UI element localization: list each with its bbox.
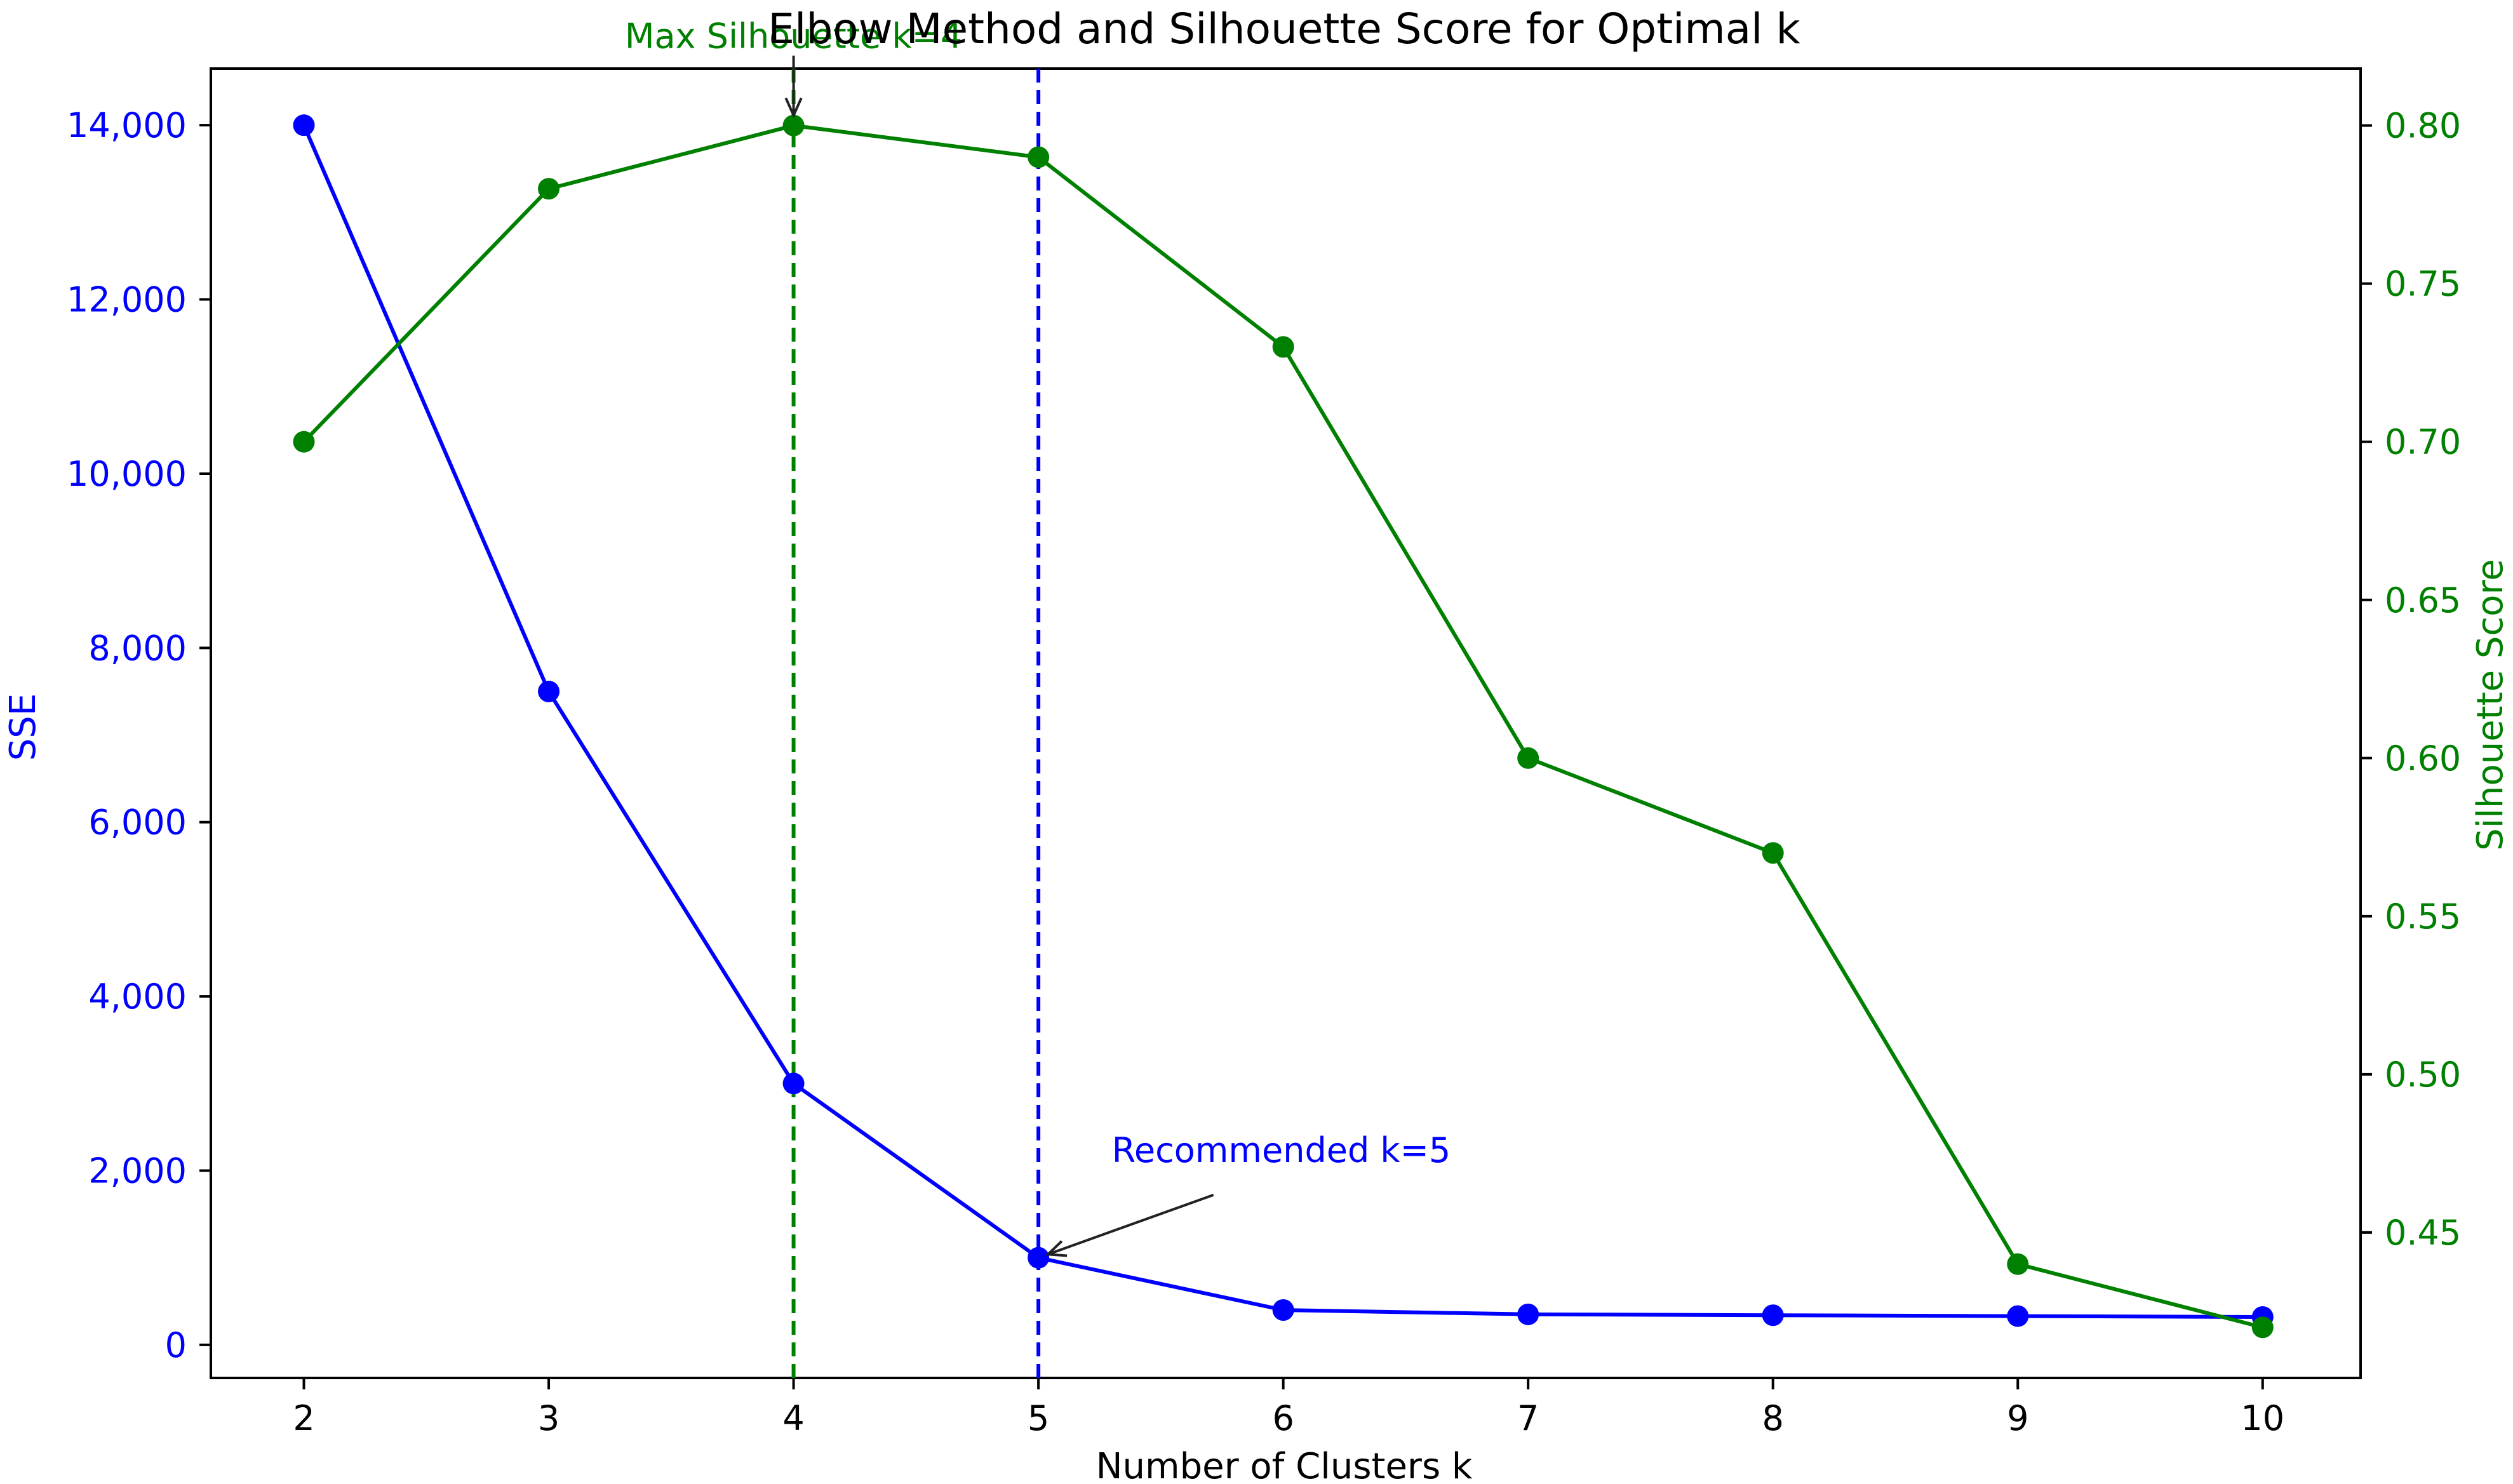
silhouette-score-point <box>1272 336 1294 358</box>
y-right-tick-label: 0.55 <box>2385 897 2461 937</box>
sse-point <box>1028 1247 1050 1269</box>
y-left-tick-label: 14,000 <box>67 105 187 145</box>
annotation-arrowhead <box>1045 1240 1068 1257</box>
annotation-text: Max Silhouette k=4 <box>625 17 962 57</box>
silhouette-score-point <box>293 431 315 453</box>
y-axis-left: 0 2,000 4,000 6,000 8,000 10,000 12,000 14,000 <box>67 105 211 1365</box>
chart-title: Elbow Method and Silhouette Score for Op… <box>768 4 1800 53</box>
y-left-tick-label: 8,000 <box>88 628 187 668</box>
y-right-tick-label: 0.45 <box>2385 1213 2461 1253</box>
sse-point <box>782 1073 805 1095</box>
x-axis: 2 3 4 5 6 7 8 9 10 <box>293 1378 2284 1438</box>
y-right-tick-label: 0.65 <box>2385 580 2461 620</box>
silhouette-score-point <box>1517 747 1539 769</box>
silhouette-score-point <box>1762 842 1784 864</box>
silhouette-score-point <box>2007 1253 2029 1275</box>
vertical-reference-lines <box>791 69 1041 1378</box>
sse-point <box>1762 1304 1784 1327</box>
y-right-tick-label: 0.80 <box>2385 106 2461 146</box>
silhouette-score-point <box>1028 146 1050 168</box>
annotations-layer: Max Silhouette k=4 Recommended k=5 <box>625 17 1451 1257</box>
x-tick-label: 8 <box>1762 1398 1784 1438</box>
sse-point <box>293 114 315 137</box>
y-right-tick-label: 0.60 <box>2385 739 2461 779</box>
x-tick-label: 6 <box>1272 1398 1294 1438</box>
series-layer <box>293 114 2274 1339</box>
sse-point <box>1272 1299 1294 1321</box>
y-left-tick-label: 0 <box>165 1325 187 1365</box>
annotation-arrowhead <box>784 97 803 119</box>
y-right-tick-label: 0.75 <box>2385 264 2461 304</box>
x-tick-label: 5 <box>1028 1398 1049 1438</box>
y-left-tick-label: 12,000 <box>67 280 187 320</box>
x-tick-label: 10 <box>2241 1398 2284 1438</box>
plot-area-border <box>210 67 2362 1379</box>
x-tick-label: 2 <box>293 1398 314 1438</box>
x-tick-label: 4 <box>782 1398 804 1438</box>
x-tick-label: 9 <box>2007 1398 2028 1438</box>
y-right-tick-label: 0.70 <box>2385 422 2461 462</box>
y-axis-right: 0.45 0.50 0.55 0.60 0.65 0.70 0.75 0.80 <box>2361 106 2461 1253</box>
sse-point <box>2007 1305 2029 1327</box>
x-axis-label: Number of Clusters k <box>1096 1446 1473 1484</box>
annotation-text: Recommended k=5 <box>1112 1130 1451 1170</box>
y-left-tick-label: 6,000 <box>88 803 187 843</box>
x-tick-label: 7 <box>1517 1398 1539 1438</box>
plot-frame <box>210 67 2362 1379</box>
annotation-arrow <box>1047 1193 1214 1256</box>
x-tick-label: 3 <box>538 1398 560 1438</box>
y-right-tick-label: 0.50 <box>2385 1055 2461 1095</box>
sse-point <box>538 680 560 702</box>
silhouette-score-point <box>782 114 805 137</box>
y-left-tick-label: 2,000 <box>88 1151 187 1191</box>
y-left-tick-label: 10,000 <box>67 454 187 494</box>
y-axis-left-label: SSE <box>3 693 44 761</box>
silhouette-score-point <box>2251 1316 2274 1339</box>
y-left-tick-label: 4,000 <box>88 977 187 1017</box>
y-axis-right-label: Silhouette Score <box>2470 559 2511 850</box>
sse-point <box>1517 1303 1539 1325</box>
silhouette-score-point <box>538 178 560 200</box>
